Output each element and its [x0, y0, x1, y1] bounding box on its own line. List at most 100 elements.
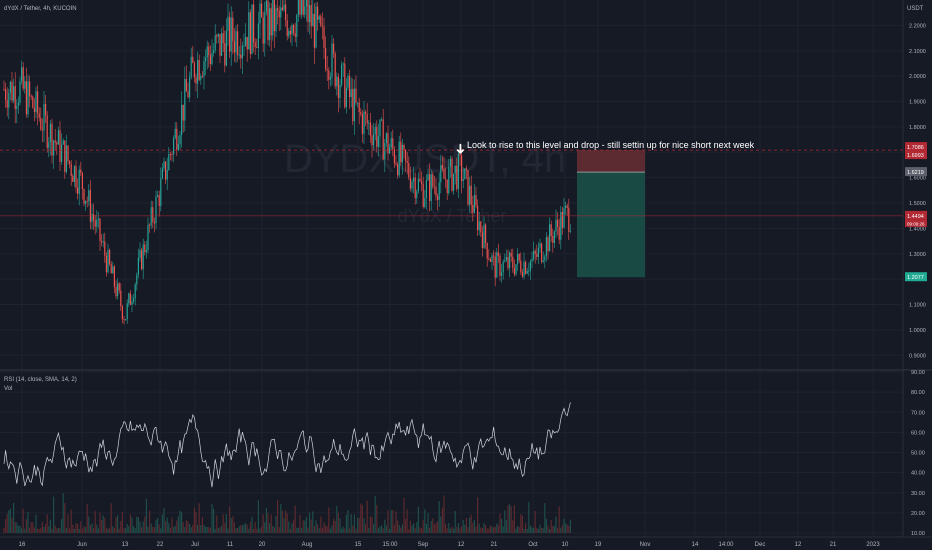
annotation[interactable]: ➜ Look to rise to this level and drop - … — [453, 140, 755, 155]
position-boxes[interactable] — [577, 150, 645, 278]
candle-body — [493, 255, 495, 257]
candle-body — [560, 211, 562, 240]
volume-bar — [269, 523, 271, 533]
candle-body — [62, 140, 64, 145]
volume-bar — [437, 520, 439, 533]
volume-bar — [189, 524, 191, 533]
candle-body — [6, 100, 8, 108]
volume-bar — [454, 511, 456, 533]
volume-bar — [245, 523, 247, 533]
candle-body — [80, 169, 82, 173]
volume-bar — [291, 523, 293, 533]
candle-body — [558, 226, 560, 240]
candle-body — [97, 218, 99, 220]
candle-body — [339, 84, 341, 98]
time-tick-label: 14 — [692, 542, 699, 548]
price-tick-label: 1.1000 — [909, 303, 926, 309]
candle-body — [430, 174, 432, 202]
price-tick-label: 1.4000 — [909, 226, 926, 232]
volume-bar — [462, 519, 464, 533]
volume-bar — [142, 521, 144, 533]
candle-body — [145, 250, 147, 253]
candle-body — [85, 200, 87, 204]
time-tick-label: 11 — [227, 542, 234, 548]
time-tick-label: Jul — [191, 542, 199, 548]
candle-body — [360, 112, 362, 115]
candle-body — [488, 258, 490, 260]
volume-bar — [83, 526, 85, 533]
volume-bar — [21, 528, 23, 533]
candle-body — [24, 81, 26, 89]
vol-legend: Vol — [4, 386, 12, 392]
candle-body — [374, 126, 376, 135]
volume-bar — [37, 528, 39, 533]
volume-bar — [270, 514, 272, 533]
candle-body — [283, 4, 285, 11]
candle-body — [179, 135, 181, 145]
volume-bar — [445, 523, 447, 533]
time-tick-label: Jun — [77, 542, 87, 548]
candle-body — [389, 147, 391, 154]
volume-bar — [491, 526, 493, 533]
candle-body — [432, 174, 434, 187]
candle-body — [464, 168, 466, 180]
axes: 2.20002.10002.00001.90001.80001.70001.60… — [19, 23, 927, 548]
volume-bar — [315, 520, 317, 533]
candle-body — [38, 113, 40, 118]
volume-bar — [165, 521, 167, 533]
candle-body — [59, 130, 61, 162]
rsi-tick-label: 70.00 — [911, 410, 925, 416]
volume-bar — [465, 517, 467, 533]
candle-body — [411, 181, 413, 189]
volume-bar — [206, 526, 208, 533]
countdown-tag-bg — [905, 219, 927, 227]
candle-body — [245, 37, 247, 46]
candle-body — [379, 119, 381, 137]
volume-bar — [371, 516, 373, 533]
time-tick-label: 19 — [595, 542, 602, 548]
candle-body — [134, 284, 136, 299]
volume-bar — [501, 518, 503, 533]
volume-bar — [216, 515, 218, 533]
candle-body — [173, 138, 175, 155]
candle-body — [395, 163, 397, 165]
candle-body — [273, 0, 275, 32]
time-tick-label: 21 — [830, 542, 837, 548]
candle-body — [425, 180, 427, 198]
volume-bar — [213, 508, 215, 533]
candle-body — [550, 224, 552, 237]
price-tag-value: 1.2077 — [907, 275, 924, 281]
candle-body — [166, 170, 168, 180]
candle-body — [256, 47, 258, 48]
candle-body — [78, 169, 80, 194]
candle-body — [317, 6, 319, 20]
volume-bar — [432, 518, 434, 533]
candle-body — [35, 91, 37, 112]
volume-bar — [6, 513, 8, 533]
volume-bar — [417, 506, 419, 533]
volume-bar — [393, 525, 395, 533]
volume-bar — [139, 521, 141, 533]
volume-bar — [560, 527, 562, 533]
candle-body — [358, 102, 360, 113]
volume-bar — [456, 527, 458, 533]
volume-bar — [5, 518, 7, 533]
price-tick-label: 1.9000 — [909, 100, 926, 106]
volume-bar — [286, 513, 288, 533]
price-tag: 1.4494 — [905, 210, 927, 220]
volume-bar — [331, 525, 333, 533]
candle-body — [144, 244, 146, 253]
volume-bar — [307, 527, 309, 533]
volume-bar — [147, 526, 149, 533]
volume-bar — [134, 528, 136, 533]
candle-body — [456, 165, 458, 190]
candle-body — [350, 89, 352, 98]
candle-body — [96, 219, 98, 227]
volume-bar — [195, 512, 197, 533]
volume-bar — [253, 528, 255, 533]
candle-body — [331, 43, 333, 78]
volume-bar — [485, 524, 487, 533]
volume-bar — [459, 528, 461, 533]
volume-bar — [219, 527, 221, 533]
